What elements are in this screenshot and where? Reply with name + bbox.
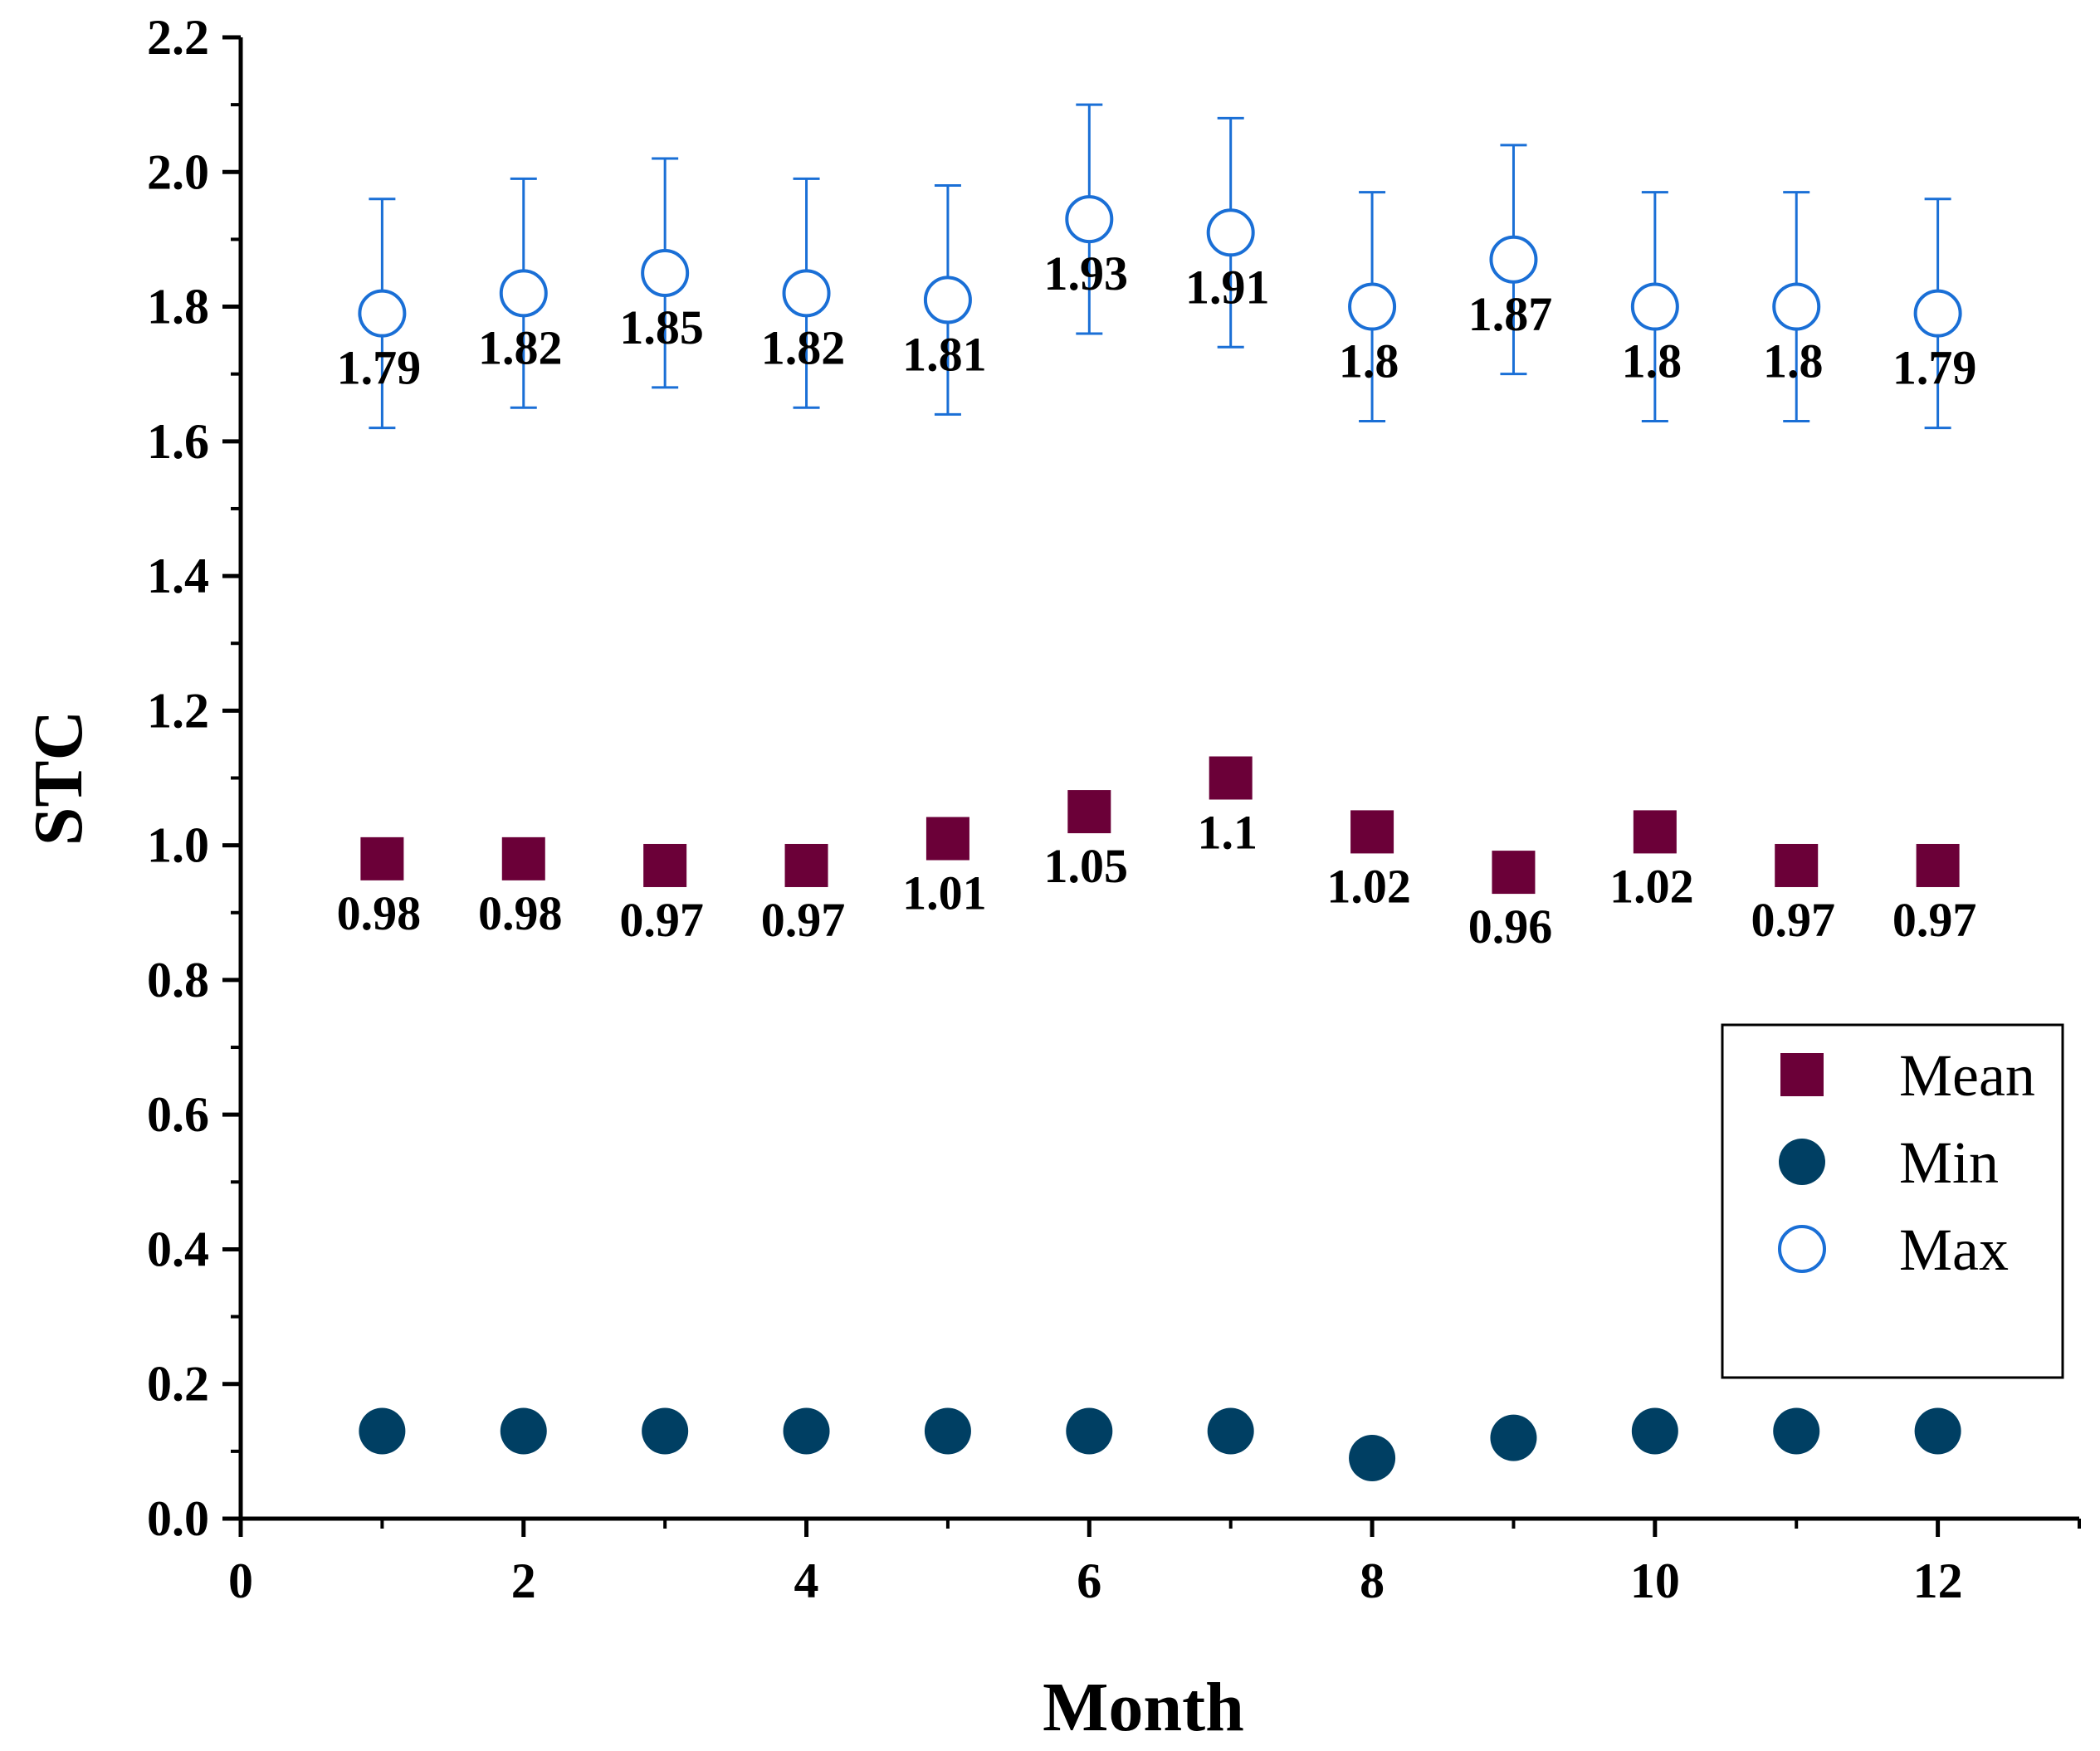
y-tick-label: 0.6 bbox=[147, 1087, 209, 1142]
mean-point bbox=[501, 836, 545, 880]
mean-point bbox=[784, 843, 828, 887]
max-point bbox=[1065, 195, 1114, 244]
min-point bbox=[1914, 1407, 1961, 1455]
max-data-label: 1.79 bbox=[1892, 341, 1977, 395]
mean-data-label: 0.97 bbox=[1892, 893, 1977, 947]
min-point bbox=[783, 1407, 830, 1455]
max-data-label: 1.93 bbox=[1044, 246, 1129, 300]
legend-max-label: Max bbox=[1899, 1217, 2009, 1283]
min-point bbox=[1066, 1407, 1113, 1455]
max-point bbox=[1206, 208, 1255, 257]
max-data-label: 1.87 bbox=[1468, 287, 1553, 341]
max-data-label: 1.8 bbox=[1339, 334, 1399, 388]
y-tick-label: 2.0 bbox=[147, 144, 209, 199]
max-data-label: 1.8 bbox=[1622, 334, 1682, 388]
max-point bbox=[358, 289, 407, 338]
mean-point bbox=[1492, 851, 1536, 895]
legend: Mean Min Max bbox=[1721, 1023, 2064, 1379]
max-point bbox=[782, 269, 831, 318]
min-point bbox=[642, 1407, 689, 1455]
x-tick-label: 10 bbox=[1630, 1553, 1680, 1608]
mean-point bbox=[360, 836, 404, 880]
mean-point bbox=[643, 843, 687, 887]
legend-min-label: Min bbox=[1899, 1129, 1999, 1196]
max-data-label: 1.85 bbox=[619, 300, 704, 354]
y-tick-label: 0.8 bbox=[147, 953, 209, 1007]
max-data-label: 1.91 bbox=[1185, 260, 1270, 314]
x-tick-label: 0 bbox=[228, 1553, 253, 1608]
min-point bbox=[1207, 1407, 1254, 1455]
y-tick-label: 0.4 bbox=[147, 1222, 209, 1276]
mean-data-label: 0.97 bbox=[619, 893, 704, 947]
x-axis-title: Month bbox=[1043, 1669, 1244, 1746]
legend-min-marker bbox=[1779, 1139, 1825, 1185]
max-point bbox=[1348, 282, 1397, 331]
axes: 0.0 0.2 0.4 0.6 0.8 1.0 1.2 1.4 1.6 1.8 2.0 2.2 0 2 4 6… bbox=[147, 10, 2081, 1608]
max-data-label: 1.8 bbox=[1763, 334, 1824, 388]
min-point bbox=[1490, 1414, 1537, 1461]
y-tick-label: 1.4 bbox=[147, 549, 209, 603]
chart-marks: 1.79 1.82 1.85 1.82 1.81 1.93 1.91 1.8 1.87 1.8 1.… bbox=[337, 103, 1977, 1481]
mean-data-label: 1.01 bbox=[902, 866, 987, 920]
mean-point bbox=[1775, 843, 1819, 887]
mean-point bbox=[925, 817, 969, 861]
legend-box bbox=[1721, 1023, 2064, 1379]
y-tick-label: 1.0 bbox=[147, 818, 209, 873]
y-axis-title: STC bbox=[20, 710, 97, 846]
y-tick-label: 1.8 bbox=[147, 280, 209, 334]
mean-data-label: 0.97 bbox=[761, 893, 846, 947]
max-data-label: 1.81 bbox=[902, 327, 987, 381]
y-tick-label: 1.6 bbox=[147, 414, 209, 469]
mean-data-label: 0.98 bbox=[478, 886, 563, 940]
y-tick-label: 0.2 bbox=[147, 1357, 209, 1412]
max-data-label: 1.82 bbox=[761, 320, 846, 374]
mean-point bbox=[1916, 843, 1960, 887]
x-tick-label: 6 bbox=[1077, 1553, 1101, 1608]
x-tick-label: 2 bbox=[511, 1553, 536, 1608]
mean-data-label: 0.97 bbox=[1751, 893, 1835, 947]
y-tick-label: 2.2 bbox=[147, 10, 209, 65]
min-point bbox=[1349, 1434, 1396, 1481]
max-point bbox=[499, 269, 548, 318]
x-tick-label: 12 bbox=[1913, 1553, 1963, 1608]
x-tick-label: 8 bbox=[1360, 1553, 1385, 1608]
max-point bbox=[1489, 235, 1538, 284]
max-point bbox=[923, 276, 972, 324]
mean-data-label: 1.02 bbox=[1326, 859, 1411, 913]
max-point bbox=[641, 248, 690, 297]
mean-data-label: 0.98 bbox=[337, 886, 422, 940]
legend-max-marker bbox=[1778, 1225, 1826, 1273]
mean-point bbox=[1633, 810, 1677, 854]
mean-point bbox=[1067, 790, 1111, 834]
mean-data-label: 1.05 bbox=[1044, 839, 1129, 893]
mean-data-label: 1.1 bbox=[1197, 806, 1258, 860]
mean-point bbox=[1209, 756, 1253, 800]
max-data-label: 1.79 bbox=[337, 341, 422, 395]
legend-mean-marker bbox=[1780, 1053, 1824, 1096]
min-point bbox=[500, 1407, 547, 1455]
max-point bbox=[1630, 282, 1679, 331]
min-point bbox=[924, 1407, 971, 1455]
max-point bbox=[1913, 289, 1962, 338]
mean-data-label: 1.02 bbox=[1609, 859, 1694, 913]
mean-point bbox=[1350, 810, 1394, 854]
y-tick-label: 1.2 bbox=[147, 683, 209, 738]
y-tick-label: 0.0 bbox=[147, 1491, 209, 1546]
min-point bbox=[1631, 1407, 1678, 1455]
max-point bbox=[1772, 282, 1821, 331]
min-point bbox=[1773, 1407, 1820, 1455]
mean-data-label: 0.96 bbox=[1468, 900, 1553, 954]
min-point bbox=[359, 1407, 406, 1455]
x-tick-label: 4 bbox=[794, 1553, 819, 1608]
max-data-label: 1.82 bbox=[478, 320, 563, 374]
legend-mean-label: Mean bbox=[1899, 1042, 2035, 1109]
